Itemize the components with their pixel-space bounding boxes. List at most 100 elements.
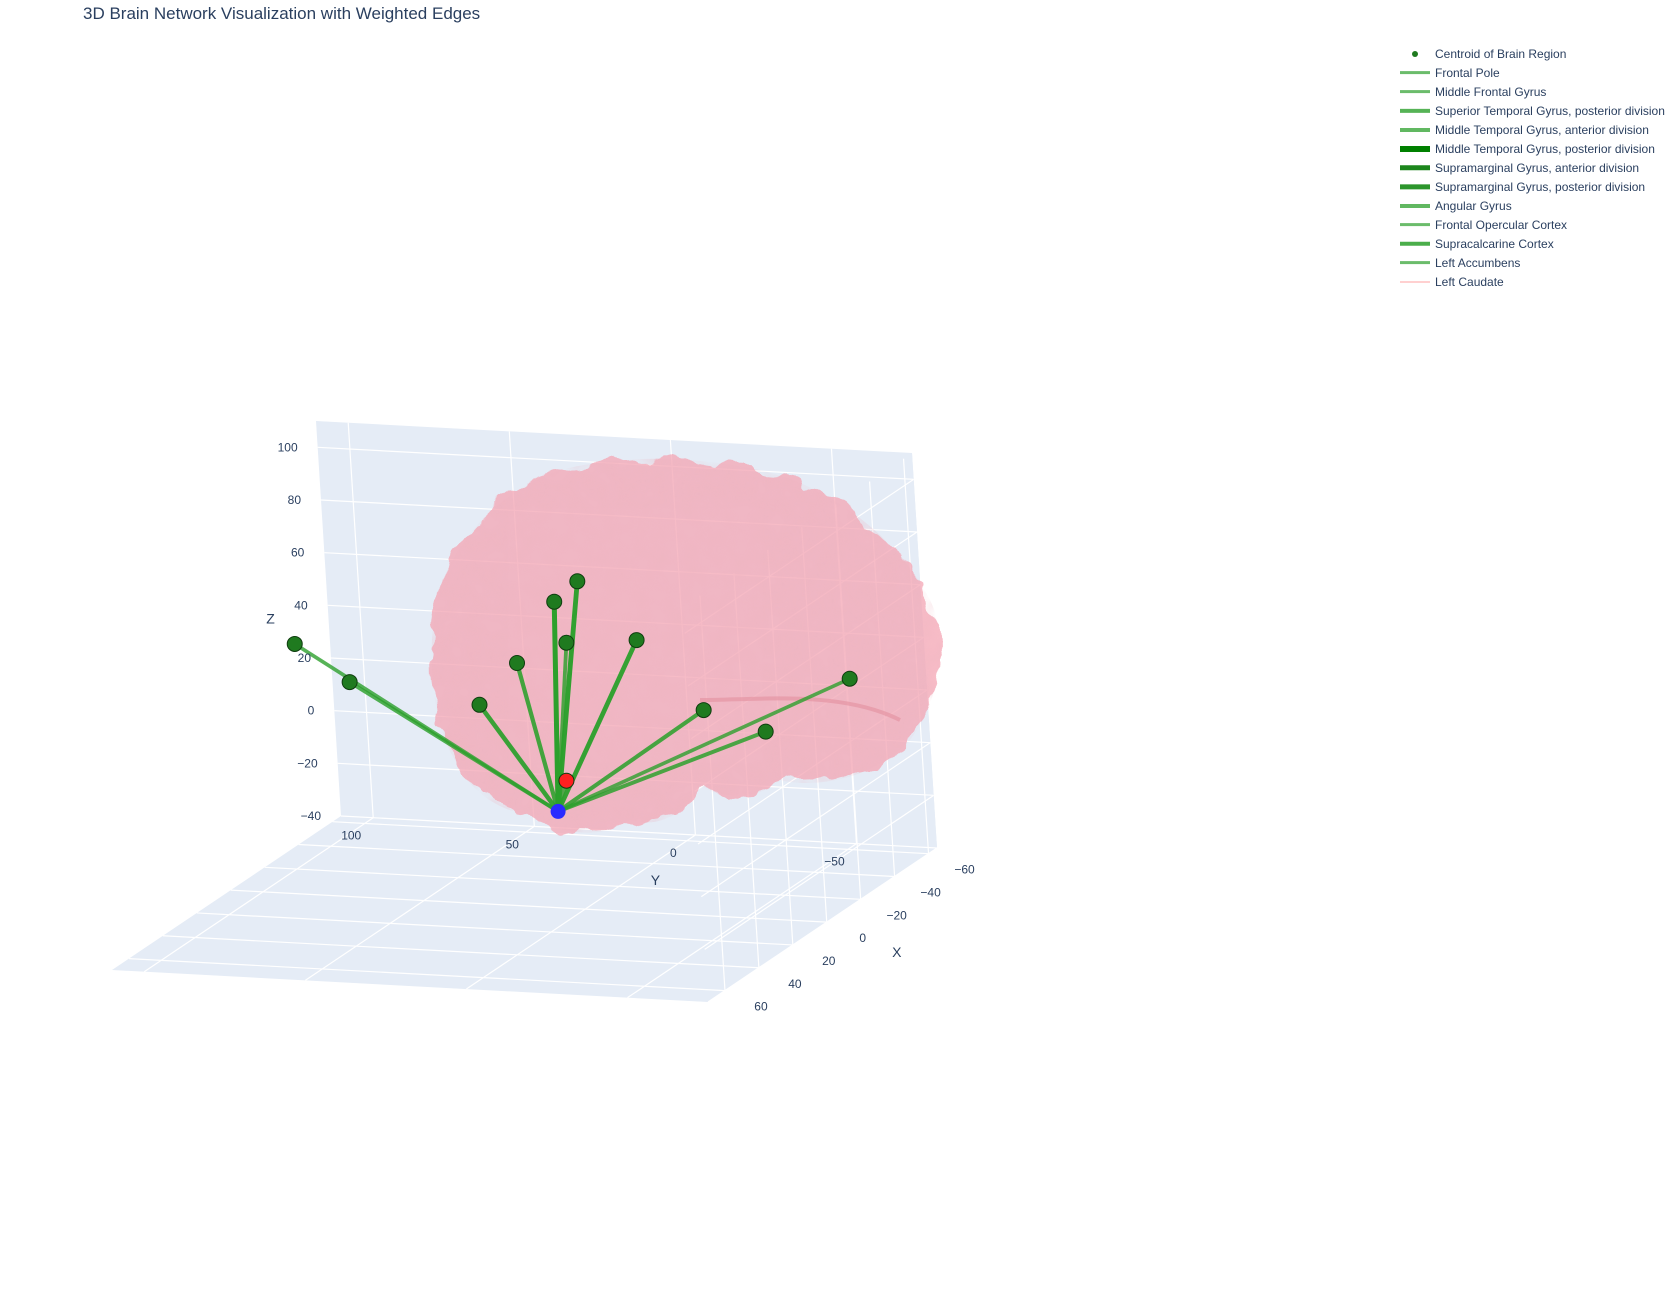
z-tick-label: 20: [298, 651, 312, 665]
z-tick-label: −20: [297, 756, 318, 770]
centroid-node[interactable]: [841, 670, 858, 687]
legend-item[interactable]: Supramarginal Gyrus, posterior division: [1400, 177, 1665, 196]
grid-y: [304, 825, 535, 981]
legend-item[interactable]: Frontal Pole: [1400, 63, 1665, 82]
legend-line-icon: [1400, 177, 1430, 196]
centroid-node[interactable]: [757, 723, 774, 740]
z-tick-label: 40: [294, 598, 308, 612]
x-tick-label: 0: [859, 931, 866, 945]
legend-label: Frontal Opercular Cortex: [1435, 217, 1568, 232]
y-tick-label: 50: [506, 837, 520, 851]
legend-line-icon: [1400, 63, 1430, 82]
y-tick-label: −50: [824, 855, 845, 869]
x-tick-label: −60: [954, 863, 975, 877]
grid-x: [230, 889, 827, 923]
edge-line: [514, 660, 561, 814]
grid-z: [340, 815, 938, 849]
x-tick-label: 60: [754, 1000, 768, 1014]
grid-y: [143, 817, 374, 973]
legend-item[interactable]: Middle Temporal Gyrus, anterior division: [1400, 120, 1665, 139]
axis-ticks: −60 −40 −20 0 20 40 60 −50 0 50 100 −40 −20 0 20 40 60 80…: [278, 440, 975, 1013]
edge-line: [556, 708, 706, 814]
legend-stroke: [1400, 241, 1430, 246]
brain-texture: [431, 458, 941, 833]
grid-x: [298, 843, 895, 878]
legend-line-icon: [1400, 158, 1430, 177]
legend-item[interactable]: Supramarginal Gyrus, anterior division: [1400, 158, 1665, 177]
legend-item[interactable]: Supracalcarine Cortex: [1400, 234, 1665, 253]
legend-label: Supramarginal Gyrus, anterior division: [1435, 160, 1640, 175]
legend-item[interactable]: Middle Frontal Gyrus: [1400, 82, 1665, 101]
legend-stroke: [1400, 127, 1430, 132]
legend-stroke: [1400, 164, 1430, 171]
legend-stroke: [1400, 183, 1430, 190]
legend-line-icon: [1400, 253, 1430, 272]
grid-x: [128, 957, 725, 992]
grid-y: [627, 843, 857, 999]
centroid-node[interactable]: [546, 593, 563, 610]
legend-label: Centroid of Brain Region: [1435, 46, 1567, 61]
x-tick-label: −40: [920, 886, 941, 900]
centroid-node[interactable]: [286, 635, 303, 652]
centroid-node[interactable]: [471, 696, 488, 713]
brain-sulcus: [699, 696, 901, 722]
legend-item[interactable]: Angular Gyrus: [1400, 196, 1665, 215]
x-tick-label: 20: [822, 954, 836, 968]
legend-line-icon: [1400, 234, 1430, 253]
legend-item[interactable]: Centroid of Brain Region: [1400, 44, 1665, 63]
legend-label: Middle Temporal Gyrus, anterior division: [1435, 122, 1649, 137]
edge-line: [556, 729, 768, 814]
grid-y: [466, 834, 696, 990]
centroid-node[interactable]: [558, 772, 575, 789]
legend-label: Left Caudate: [1435, 274, 1504, 289]
grid-x: [332, 821, 929, 855]
legend-line-icon: [1400, 272, 1430, 291]
grid-x: [162, 935, 759, 969]
legend-item[interactable]: Left Accumbens: [1400, 253, 1665, 272]
legend-item[interactable]: Left Caudate: [1400, 272, 1665, 291]
legend: Centroid of Brain Region Frontal Pole Midd…: [1400, 44, 1665, 291]
edge-line: [556, 676, 852, 814]
grid-x: [264, 866, 861, 900]
centroid-node[interactable]: [509, 655, 526, 672]
legend-stroke: [1400, 260, 1430, 265]
axis-titles: X Y Z: [266, 611, 902, 961]
legend-stroke: [1400, 145, 1430, 152]
source-node[interactable]: [550, 803, 566, 819]
grid-z: [704, 794, 935, 950]
legend-stroke: [1400, 203, 1430, 208]
centroid-node[interactable]: [628, 632, 645, 649]
legend-label: Angular Gyrus: [1435, 198, 1512, 213]
chart-title: 3D Brain Network Visualization with Weig…: [83, 4, 481, 23]
legend-line-icon: [1400, 196, 1430, 215]
legend-stroke: [1400, 108, 1430, 113]
legend-dot: [1412, 50, 1418, 57]
legend-item[interactable]: Frontal Opercular Cortex: [1400, 215, 1665, 234]
legend-stroke: [1400, 89, 1430, 94]
legend-line-icon: [1400, 101, 1430, 120]
legend-label: Supramarginal Gyrus, posterior division: [1435, 179, 1646, 194]
y-tick-label: 0: [670, 846, 677, 860]
legend-stroke: [1400, 222, 1430, 227]
edge-line: [551, 599, 561, 814]
legend-stroke: [1400, 280, 1430, 283]
z-tick-label: 0: [308, 704, 315, 718]
brain-folds: [431, 458, 941, 833]
grid-z: [707, 847, 938, 1003]
centroid-node[interactable]: [341, 674, 358, 691]
centroid-node[interactable]: [558, 634, 575, 651]
z-tick-label: 60: [291, 546, 305, 560]
legend-item[interactable]: Middle Temporal Gyrus, posterior divisio…: [1400, 139, 1665, 158]
legend-item[interactable]: Superior Temporal Gyrus, posterior divis…: [1400, 101, 1665, 120]
grid-x: [196, 912, 793, 946]
z-tick-label: 100: [278, 440, 298, 454]
legend-line-icon: [1400, 215, 1430, 234]
centroid-node[interactable]: [695, 702, 712, 719]
z-tick-label: 80: [288, 493, 302, 507]
x-tick-label: 40: [788, 977, 802, 991]
network-nodes: [286, 573, 858, 819]
legend-label: Superior Temporal Gyrus, posterior divis…: [1435, 103, 1665, 118]
edge-line: [477, 702, 561, 814]
centroid-node[interactable]: [569, 573, 586, 590]
